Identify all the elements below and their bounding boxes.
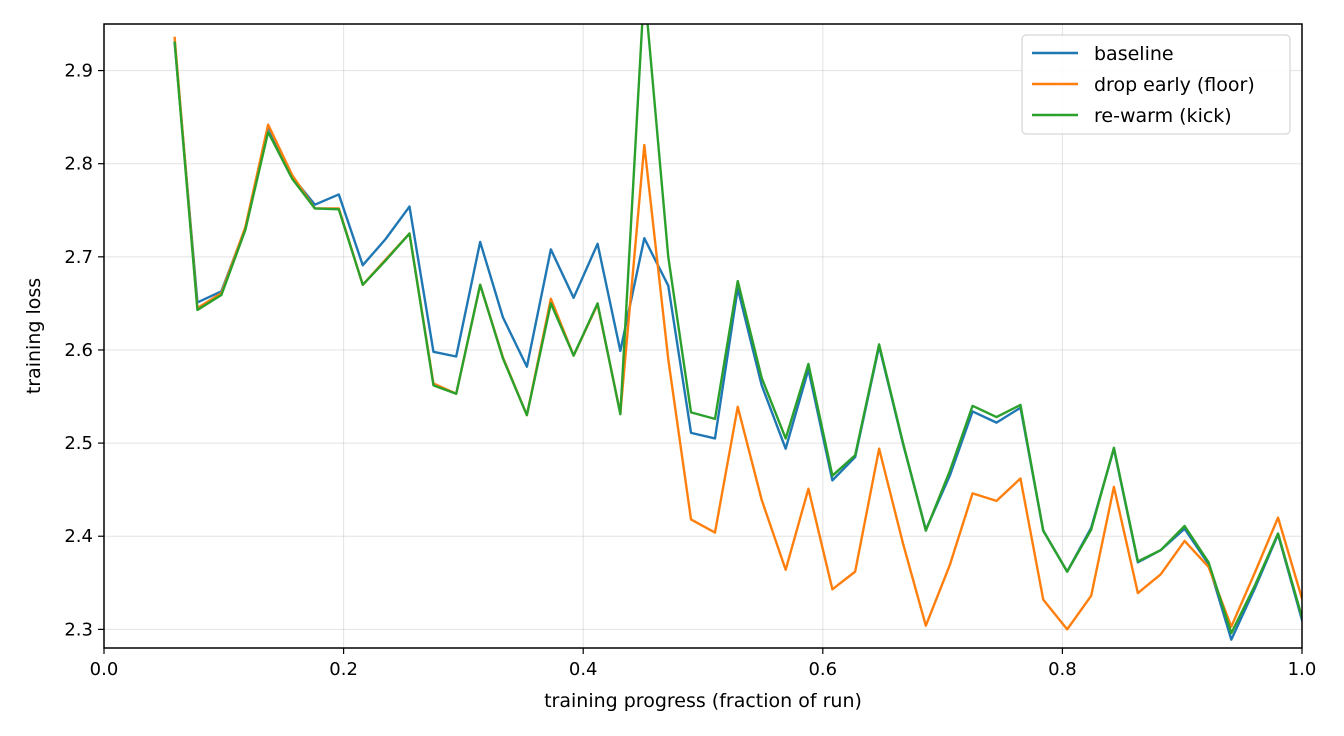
x-tick-label: 0.0 <box>90 659 119 680</box>
y-tick-label: 2.7 <box>64 247 93 268</box>
y-axis-label: training loss <box>23 278 45 394</box>
x-tick-label: 0.4 <box>569 659 598 680</box>
series-line-2 <box>173 24 1302 635</box>
legend-label-1: drop early (floor) <box>1094 74 1255 96</box>
x-tick-label: 0.8 <box>1048 659 1077 680</box>
y-tick-label: 2.5 <box>64 433 93 454</box>
y-tick-label: 2.3 <box>64 619 93 640</box>
plot-frame <box>103 23 1303 649</box>
y-tick-label: 2.9 <box>64 61 93 82</box>
x-tick-label: 0.6 <box>808 659 837 680</box>
legend: baseline drop early (floor) re-warm (kick) <box>1021 34 1291 135</box>
x-axis-label: training progress (fraction of run) <box>544 690 862 712</box>
legend-label-0: baseline <box>1094 43 1174 65</box>
y-tick-label: 2.4 <box>64 526 93 547</box>
series-lines <box>173 24 1302 641</box>
y-tick-label: 2.8 <box>64 154 93 175</box>
axis-ticks: 0.0 0.2 0.4 0.6 0.8 1.0 2.3 2.4 2.5 2.6 2.7 2.8 2.9 <box>64 61 1316 680</box>
x-tick-label: 1.0 <box>1288 659 1317 680</box>
y-tick-label: 2.6 <box>64 340 93 361</box>
legend-box <box>1021 34 1291 135</box>
legend-label-2: re-warm (kick) <box>1094 105 1232 127</box>
x-tick-label: 0.2 <box>329 659 358 680</box>
